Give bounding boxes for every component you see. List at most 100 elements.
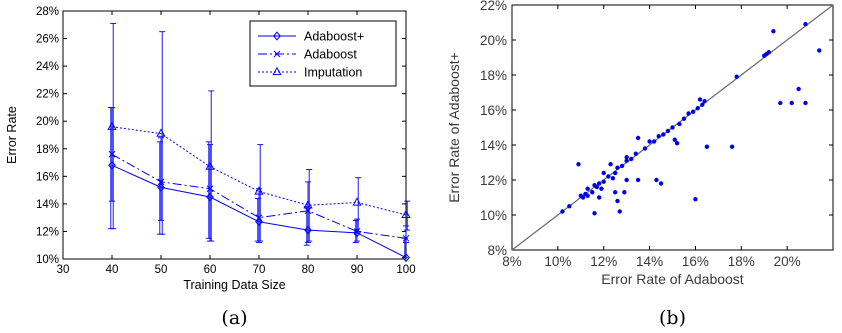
y-axis-label: Error Rate [5, 106, 19, 164]
scatter-point [594, 184, 600, 190]
y-tick-label: 18% [36, 144, 59, 156]
scatter-point [697, 97, 703, 102]
scatter-point [729, 144, 735, 149]
y-tick-label: 28% [36, 6, 59, 18]
scatter-point [624, 158, 629, 163]
y-tick-label: 10% [480, 208, 507, 223]
scatter-point [670, 125, 675, 130]
x-tick-label: 90 [351, 264, 364, 276]
x-tick-label: 30 [57, 264, 70, 276]
x-tick-label: 40 [106, 264, 119, 276]
scatter-point [622, 190, 627, 195]
scatter-point [700, 102, 705, 107]
scatter-point [619, 163, 625, 169]
legend-box [249, 20, 397, 87]
scatter-point [803, 100, 808, 106]
scatter-point [596, 195, 602, 200]
scatter-point [642, 146, 648, 151]
chart-panel-b: 8% 10% 12% 14% 16% 18% 20% 8% 10% 12% 14% 16% 18% 20%… [446, 0, 834, 329]
legend-marker [272, 66, 282, 76]
y-tick-label: 14% [36, 199, 59, 211]
y-tick-label: 20% [36, 116, 59, 128]
x-tick-label: 12% [590, 254, 617, 269]
x-tick-label: 14% [636, 254, 663, 269]
scatter-point [658, 181, 664, 186]
scatter-point [608, 162, 613, 167]
scatter-point [615, 165, 620, 170]
plot-frame [511, 4, 834, 251]
scatter-point [693, 197, 698, 202]
series-adaboost [108, 106, 410, 243]
y-tick-label: 16% [36, 171, 59, 183]
scatter-point [635, 135, 641, 141]
scatter-point [601, 179, 606, 184]
scatter-point [635, 177, 641, 183]
x-axis-label: Training Data Size [183, 278, 285, 292]
legend-marker [273, 31, 281, 41]
scatter-point [585, 186, 590, 191]
x-tick-label: 80 [302, 264, 315, 276]
scatter-point [690, 109, 696, 114]
scatter-point [576, 162, 581, 167]
plot-frame [62, 10, 407, 260]
x-tick-label: 10% [544, 254, 571, 269]
panel-caption: (a) [221, 307, 247, 329]
scatter-point [656, 134, 661, 139]
y-tick-label: 26% [36, 34, 59, 46]
x-tick-label: 8% [502, 254, 522, 269]
scatter-point [580, 195, 586, 200]
scatter-point [702, 99, 707, 104]
legend-label: Adaboost+ [304, 30, 364, 44]
scatter-point [778, 100, 783, 106]
data-point-marker [206, 185, 214, 193]
scatter-point [665, 128, 671, 134]
data-point-marker [402, 234, 410, 242]
x-tick-label: 70 [253, 264, 266, 276]
scatter-point [606, 174, 611, 179]
y-tick-label: 8% [487, 243, 507, 258]
y-tick-label: 12% [480, 173, 507, 188]
scatter-point [599, 186, 604, 191]
x-tick-label: 50 [155, 264, 168, 276]
x-tick-label: 18% [728, 254, 755, 269]
y-tick-label: 18% [480, 68, 507, 83]
scatter-points [560, 22, 822, 216]
series-line [111, 126, 407, 216]
data-point-marker [304, 207, 312, 215]
legend-marker [273, 50, 281, 58]
panel-caption: (b) [659, 307, 686, 329]
scatter-point [590, 190, 595, 195]
scatter-point [651, 139, 657, 144]
scatter-point [612, 170, 618, 176]
scatter-point [677, 121, 682, 127]
scatter-point [681, 116, 687, 121]
y-tick-label: 22% [480, 0, 507, 13]
scatter-point [734, 74, 739, 79]
scatter-point [633, 151, 639, 156]
y-axis-label: Error Rate of Adaboost+ [446, 52, 462, 203]
scatter-point [615, 198, 620, 204]
data-point-marker [156, 128, 166, 137]
scatter-point [672, 137, 677, 142]
y-tick-label: 24% [36, 61, 59, 73]
data-point-marker [303, 200, 313, 209]
scatter-point [624, 177, 629, 183]
series-adaboost-plus [107, 106, 410, 263]
data-point-marker [402, 253, 410, 263]
x-tick-label: 16% [682, 254, 709, 269]
data-point-marker [352, 197, 362, 206]
legend-label: Imputation [304, 66, 362, 80]
y-tick-label: 14% [480, 138, 507, 153]
scatter-point [624, 155, 629, 160]
y-tick-label: 12% [36, 226, 59, 238]
scatter-point [704, 144, 710, 149]
y-tick-label: 22% [36, 89, 59, 101]
chart-panel-a: 30 40 50 60 70 80 90 100 10% 12% 14% 16% 18% 20% 22% 24… [5, 6, 416, 329]
x-tick-label: 60 [204, 264, 217, 276]
scatter-point [592, 211, 597, 216]
data-point-marker [254, 186, 264, 195]
data-point-marker [157, 178, 165, 186]
data-point-marker [255, 214, 263, 222]
scatter-point [585, 193, 590, 198]
data-point-marker [205, 161, 215, 170]
